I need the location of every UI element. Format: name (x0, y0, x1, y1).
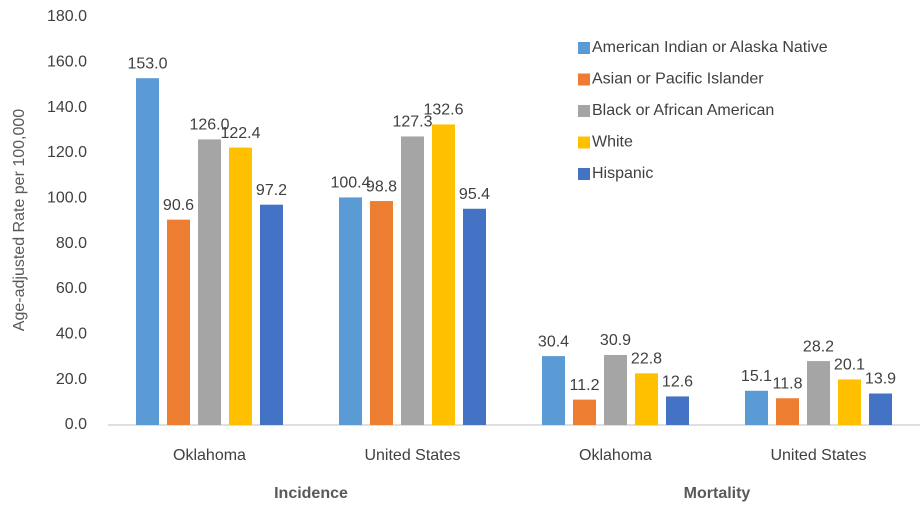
bar (838, 379, 861, 425)
y-tick-label: 80.0 (56, 235, 87, 252)
data-label: 127.3 (392, 114, 432, 131)
y-tick-label: 140.0 (47, 99, 87, 116)
x-tick-label: Oklahoma (579, 447, 652, 464)
bar (432, 124, 455, 425)
legend-label: White (592, 134, 633, 151)
x-tick-label: Oklahoma (173, 447, 246, 464)
bar (339, 197, 362, 425)
y-tick-label: 40.0 (56, 326, 87, 343)
legend-swatch (578, 168, 590, 180)
legend-label: Hispanic (592, 165, 653, 182)
legend-swatch (578, 105, 590, 117)
data-label: 98.8 (366, 178, 397, 195)
data-label: 90.6 (163, 197, 194, 214)
group-label: Mortality (684, 485, 751, 502)
legend-label: Black or African American (592, 102, 774, 119)
data-label: 153.0 (127, 55, 167, 72)
legend-label: Asian or Pacific Islander (592, 71, 764, 88)
y-tick-label: 180.0 (47, 8, 87, 25)
y-tick-label: 60.0 (56, 280, 87, 297)
bar (370, 201, 393, 425)
data-label: 30.4 (538, 333, 569, 350)
data-label: 15.1 (741, 368, 772, 385)
bar (463, 208, 486, 425)
x-tick-label: United States (770, 447, 866, 464)
data-label: 95.4 (459, 186, 490, 203)
y-axis-label: Age-adjusted Rate per 100,000 (11, 109, 28, 331)
data-label: 100.4 (330, 175, 370, 192)
data-label: 122.4 (220, 125, 260, 142)
data-label: 22.8 (631, 351, 662, 368)
bar (260, 204, 283, 425)
bar (807, 361, 830, 425)
bar (542, 356, 565, 425)
legend-swatch (578, 136, 590, 149)
data-label: 97.2 (256, 182, 287, 199)
bar (167, 219, 190, 425)
y-tick-label: 100.0 (47, 190, 87, 207)
bar (666, 396, 689, 425)
bar (401, 136, 424, 425)
data-label: 11.8 (773, 375, 803, 392)
data-label: 12.6 (662, 374, 693, 391)
data-label: 132.6 (423, 102, 463, 119)
bar (745, 390, 768, 425)
legend-label: American Indian or Alaska Native (592, 39, 828, 56)
bar (869, 393, 892, 425)
data-label: 11.2 (570, 377, 600, 394)
y-tick-label: 0.0 (65, 416, 87, 433)
legend-swatch (578, 42, 590, 54)
bar (776, 398, 799, 425)
bar (573, 399, 596, 425)
data-label: 20.1 (834, 357, 865, 374)
y-tick-label: 160.0 (47, 54, 87, 71)
data-label: 28.2 (803, 338, 834, 355)
data-label: 126.0 (189, 117, 229, 134)
bar (136, 78, 159, 425)
bar (604, 354, 627, 425)
bar (635, 373, 658, 425)
legend-swatch (578, 73, 590, 86)
group-label: Incidence (274, 485, 348, 502)
x-tick-label: United States (364, 447, 460, 464)
bar (229, 147, 252, 425)
data-label: 13.9 (865, 371, 896, 388)
y-tick-label: 120.0 (47, 144, 87, 161)
bar (198, 139, 221, 425)
data-label: 30.9 (600, 332, 631, 349)
y-tick-label: 20.0 (56, 371, 87, 388)
